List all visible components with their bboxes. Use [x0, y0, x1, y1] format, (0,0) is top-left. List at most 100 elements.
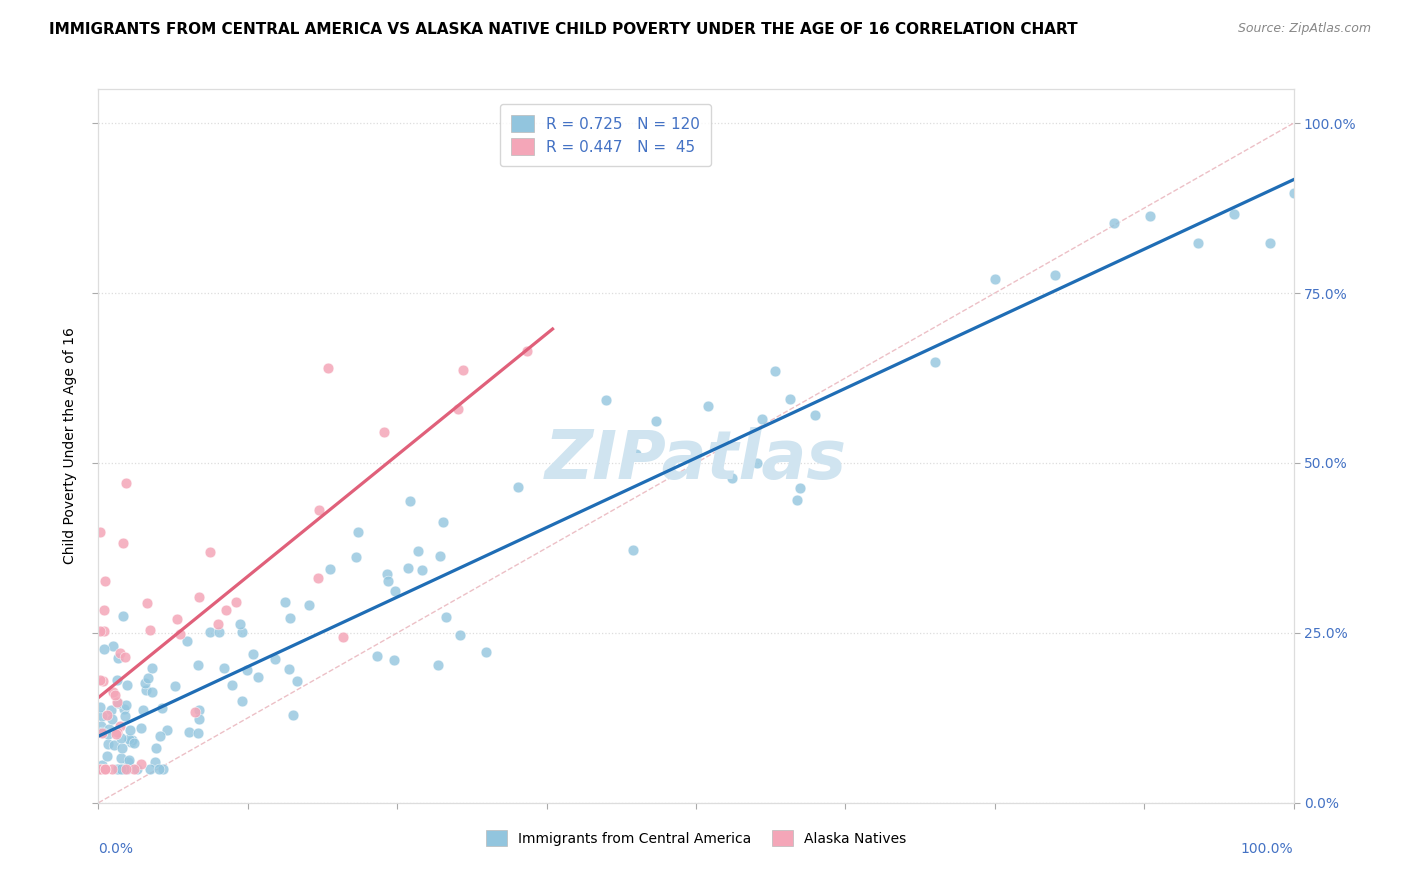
Text: 100.0%: 100.0%	[1241, 842, 1294, 856]
Point	[112, 536, 135, 550]
Point	[115, 677, 138, 691]
Point	[1223, 206, 1246, 220]
Point	[110, 762, 132, 776]
Point	[111, 741, 134, 756]
Point	[110, 731, 132, 745]
Point	[91, 762, 114, 776]
Point	[141, 661, 163, 675]
Point	[242, 647, 264, 661]
Point	[231, 694, 253, 708]
Point	[105, 695, 128, 709]
Point	[122, 762, 145, 776]
Point	[274, 595, 297, 609]
Point	[188, 703, 211, 717]
Y-axis label: Child Poverty Under the Age of 16: Child Poverty Under the Age of 16	[63, 327, 77, 565]
Point	[93, 641, 115, 656]
Point	[177, 724, 200, 739]
Point	[141, 685, 163, 699]
Point	[89, 700, 111, 714]
Point	[595, 392, 617, 407]
Point	[114, 649, 136, 664]
Point	[186, 658, 208, 673]
Point	[125, 762, 148, 776]
Point	[91, 726, 114, 740]
Point	[166, 612, 188, 626]
Point	[117, 762, 139, 776]
Point	[382, 653, 405, 667]
Point	[118, 753, 141, 767]
Point	[398, 494, 420, 508]
Point	[120, 735, 142, 749]
Point	[621, 542, 644, 557]
Point	[332, 630, 354, 644]
Point	[108, 719, 131, 733]
Point	[129, 757, 152, 772]
Point	[1104, 216, 1126, 230]
Point	[696, 399, 718, 413]
Point	[344, 549, 367, 564]
Point	[129, 721, 152, 735]
Point	[93, 624, 115, 639]
Point	[90, 708, 112, 723]
Point	[91, 674, 114, 689]
Point	[408, 544, 430, 558]
Point	[429, 549, 451, 563]
Point	[135, 682, 157, 697]
Point	[516, 343, 538, 358]
Point	[90, 758, 112, 772]
Point	[751, 411, 773, 425]
Point	[377, 574, 399, 589]
Point	[1282, 186, 1305, 200]
Point	[231, 624, 253, 639]
Point	[1043, 268, 1066, 282]
Point	[508, 480, 530, 494]
Point	[278, 662, 301, 676]
Point	[101, 712, 124, 726]
Point	[108, 647, 131, 661]
Point	[148, 762, 170, 776]
Point	[118, 731, 141, 746]
Point	[264, 651, 287, 665]
Point	[221, 678, 243, 692]
Point	[187, 726, 209, 740]
Point	[136, 672, 159, 686]
Point	[107, 762, 129, 776]
Point	[198, 545, 221, 559]
Point	[804, 408, 827, 422]
Text: 0.0%: 0.0%	[98, 842, 134, 856]
Point	[155, 723, 177, 738]
Point	[132, 703, 155, 717]
Point	[117, 756, 139, 770]
Point	[112, 762, 135, 776]
Point	[1187, 236, 1209, 251]
Point	[207, 617, 229, 632]
Text: ZIPatlas: ZIPatlas	[546, 427, 846, 493]
Point	[121, 732, 143, 747]
Point	[115, 762, 138, 776]
Point	[184, 705, 207, 719]
Point	[1258, 235, 1281, 250]
Point	[212, 660, 235, 674]
Legend: Immigrants from Central America, Alaska Natives: Immigrants from Central America, Alaska …	[479, 823, 912, 853]
Point	[100, 703, 122, 717]
Point	[624, 447, 647, 461]
Point	[297, 598, 319, 612]
Point	[91, 725, 114, 739]
Point	[139, 623, 162, 637]
Point	[236, 663, 259, 677]
Point	[434, 610, 457, 624]
Point	[89, 525, 111, 540]
Point	[96, 749, 118, 764]
Point	[112, 762, 135, 776]
Point	[779, 392, 801, 407]
Point	[169, 627, 191, 641]
Point	[98, 722, 121, 736]
Point	[366, 648, 388, 663]
Point	[763, 364, 786, 378]
Point	[373, 425, 395, 439]
Point	[281, 708, 304, 723]
Point	[278, 611, 301, 625]
Point	[103, 738, 125, 752]
Point	[107, 696, 129, 710]
Point	[1139, 209, 1161, 223]
